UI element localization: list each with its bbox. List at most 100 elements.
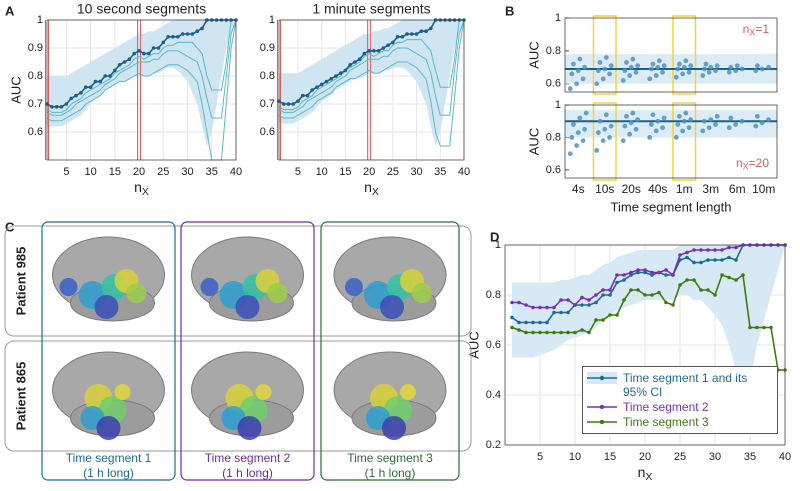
point	[769, 325, 773, 330]
point	[629, 270, 633, 275]
point	[650, 293, 654, 297]
point	[708, 117, 714, 122]
point	[615, 313, 619, 317]
series-line	[278, 19, 465, 116]
point	[594, 300, 598, 305]
point	[650, 270, 654, 275]
y-tick-label: 0.8	[546, 45, 561, 57]
point	[338, 71, 343, 75]
point	[734, 245, 738, 250]
point	[113, 68, 117, 73]
point	[706, 125, 712, 131]
x-axis-label: Time segment length	[611, 199, 732, 214]
x-axis-label: nX	[638, 464, 653, 483]
activity-patch	[114, 384, 131, 400]
point	[615, 280, 619, 285]
x-tick-label: 25	[674, 451, 686, 463]
row-label: Patient 985	[13, 247, 28, 316]
activity-patch	[380, 295, 404, 319]
point	[608, 123, 614, 129]
annotation-base: n	[743, 22, 750, 36]
point	[622, 123, 628, 129]
point	[708, 64, 714, 70]
point	[190, 32, 195, 36]
point	[50, 105, 54, 109]
point	[300, 93, 305, 98]
annotation-sub: X	[743, 162, 749, 172]
y-tick-label: 1	[269, 14, 275, 26]
y-tick-label: 0.7	[260, 98, 275, 110]
x-axis-label-sub: X	[645, 471, 652, 483]
point	[647, 135, 653, 140]
chart-title: 10 second segments	[77, 1, 206, 17]
point	[686, 125, 692, 131]
point	[166, 35, 170, 39]
x-tick-label: 5	[537, 451, 543, 463]
point	[414, 32, 419, 36]
axes-box	[46, 19, 237, 161]
x-tick-label: 30	[181, 166, 193, 178]
activity-patch	[255, 384, 272, 400]
point	[324, 79, 329, 84]
point	[630, 56, 636, 62]
x-tick-label: 40	[230, 166, 242, 178]
point	[734, 63, 740, 69]
point	[594, 81, 600, 87]
point	[636, 288, 640, 292]
column-label: Time segment 1	[66, 451, 152, 465]
y-tick-label: 0.2	[486, 439, 501, 451]
point	[657, 270, 661, 275]
point	[699, 288, 703, 292]
point	[601, 318, 605, 322]
point	[580, 76, 586, 82]
point	[622, 68, 628, 74]
axes-box	[564, 104, 778, 179]
y-tick-label: 1	[555, 12, 561, 24]
point	[713, 293, 717, 297]
y-tick-label: 0.6	[546, 164, 561, 176]
point	[573, 303, 577, 307]
chart-title: 1 minute segments	[312, 1, 430, 17]
y-tick-label: 0.8	[28, 70, 43, 82]
point	[762, 325, 766, 330]
x-tick-label: 10	[316, 166, 328, 178]
point	[624, 113, 629, 119]
point	[720, 258, 724, 262]
row-frame	[4, 225, 472, 337]
point	[629, 288, 633, 292]
point	[633, 126, 639, 132]
point	[706, 248, 710, 252]
point	[391, 40, 395, 45]
point	[692, 260, 696, 265]
point	[69, 96, 74, 101]
point	[727, 245, 731, 250]
point	[650, 273, 654, 277]
point	[410, 32, 414, 36]
annotation-rest: =1	[755, 22, 769, 36]
point	[54, 105, 59, 109]
point	[727, 275, 731, 280]
point	[597, 60, 603, 65]
point	[733, 122, 739, 127]
point	[180, 32, 185, 36]
x-tick-label: 10	[569, 451, 581, 463]
point	[627, 73, 633, 78]
point	[574, 81, 580, 87]
x-tick-label: 15	[109, 166, 121, 178]
point	[726, 125, 732, 131]
point	[146, 51, 151, 56]
column-frame	[180, 221, 315, 481]
point	[594, 318, 598, 322]
y-tick-label: 0.8	[546, 131, 561, 143]
point	[671, 303, 675, 307]
point	[677, 61, 682, 67]
point	[607, 71, 612, 77]
point	[701, 118, 707, 124]
point	[545, 330, 549, 335]
point	[656, 58, 662, 64]
point	[726, 69, 732, 75]
point	[661, 63, 667, 69]
y-tick-label: 0.9	[28, 42, 43, 54]
point	[692, 278, 696, 282]
point	[545, 320, 549, 325]
